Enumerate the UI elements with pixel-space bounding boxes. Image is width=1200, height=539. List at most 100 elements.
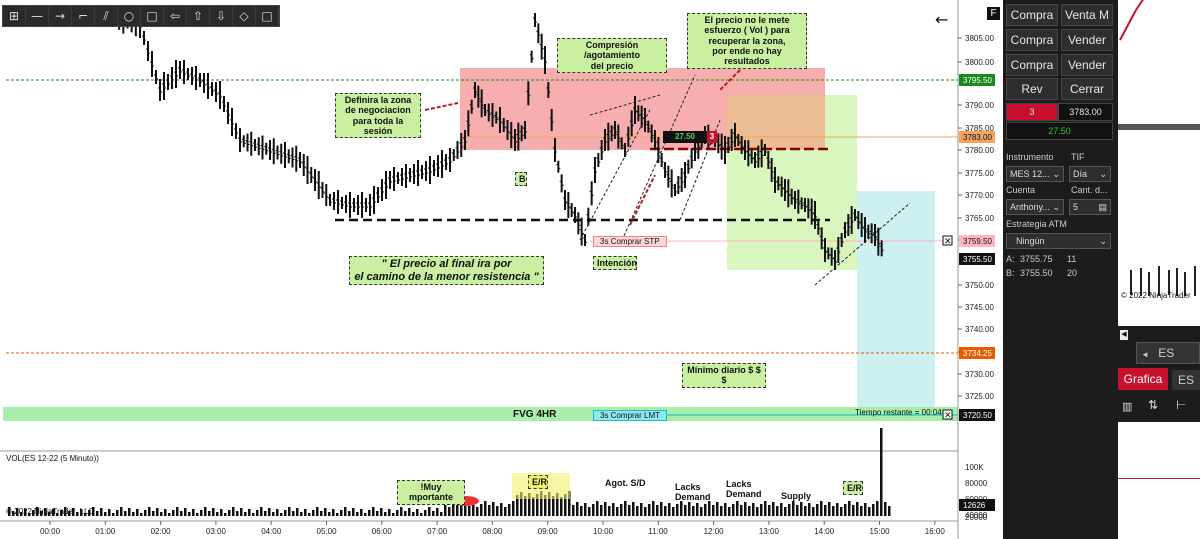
bid-label: B: (1006, 268, 1015, 278)
vol-note-lacks-2: Lacks Demand (726, 479, 762, 500)
limit-order-label[interactable]: 3s Comprar LMT (593, 410, 668, 421)
ask-label: A: (1006, 254, 1015, 264)
tab-grafica[interactable]: Grafica (1118, 368, 1168, 390)
vol-note-agot: Agot. S/D (605, 478, 646, 488)
buy-ask-button[interactable]: Compra (1006, 54, 1058, 76)
time-axis-label: 12:00 (704, 527, 725, 536)
cursor-grid-icon[interactable]: ⊞ (3, 6, 26, 26)
instrument-select[interactable]: MES 12... ⌄ (1006, 166, 1064, 182)
price-tag: 3720.50 (959, 409, 995, 421)
note-compresion[interactable]: Compresión /agotamiento del precio (557, 38, 667, 74)
bar-type-icon[interactable]: ▥ (1122, 401, 1133, 413)
volume-axis-label: 40000 (965, 511, 988, 520)
instrument-label: Instrumento (1006, 152, 1054, 162)
close-position-button[interactable]: Cerrar (1061, 78, 1113, 100)
tif-select[interactable]: Día ⌄ (1069, 166, 1111, 182)
time-axis-label: 03:00 (206, 527, 227, 536)
reverse-button[interactable]: Rev (1006, 78, 1058, 100)
collapse-arrow-icon[interactable]: ◀ (1120, 330, 1128, 340)
position-count-label[interactable]: 3 (707, 131, 717, 143)
price-bars (113, 9, 884, 270)
price-axis-label: 3780.00 (965, 146, 994, 155)
atm-select[interactable]: Ningún ⌄ (1006, 233, 1111, 249)
vol-note-supply: Supply (781, 491, 812, 501)
price-axis-label: 3725.00 (965, 392, 994, 401)
price-axis-label: 3740.00 (965, 325, 994, 334)
note-muy-importante[interactable]: !Muy mportante (397, 480, 465, 505)
price-axis-label: 3745.00 (965, 303, 994, 312)
position-qty-label[interactable]: 27.50 (663, 131, 707, 143)
volume-axis-label: 80000 (965, 479, 988, 488)
position-qty: 3 (1006, 103, 1058, 121)
buy-market-button[interactable]: Compra (1006, 4, 1058, 26)
target-zone[interactable] (857, 191, 935, 421)
stop-order-label[interactable]: 3s Comprar STP (593, 236, 667, 247)
parallel-lines-icon[interactable]: ⫽ (95, 6, 118, 26)
left-arrow-shape-icon[interactable]: ⇦ (164, 6, 187, 26)
arrow-line-icon[interactable]: → (49, 6, 72, 26)
price-axis-label: 3805.00 (965, 34, 994, 43)
time-axis-label: 15:00 (870, 527, 891, 536)
sort-icon[interactable]: ⇅ (1148, 398, 1159, 412)
position-price: 3783.00 (1058, 103, 1113, 121)
time-axis-label: 08:00 (482, 527, 503, 536)
price-chart[interactable]: 3805.00 3800.00 3790.00 3785.00 3780.00 3775.… (0, 0, 1000, 539)
down-arrow-shape-icon[interactable]: ⇩ (210, 6, 233, 26)
price-axis-label: 3730.00 (965, 370, 994, 379)
price-tag: 3795.50 (959, 74, 995, 86)
up-arrow-shape-icon[interactable]: ⇧ (187, 6, 210, 26)
price-tag: 3759.50 (959, 235, 995, 247)
ray-icon[interactable]: ⌐ (72, 6, 95, 26)
time-axis-label: 13:00 (759, 527, 780, 536)
line-tool-icon[interactable]: ⊢ (1176, 398, 1187, 412)
tif-label: TIF (1071, 152, 1085, 162)
ask-price: 3755.75 (1020, 254, 1053, 264)
chevron-down-icon: ⌄ (1052, 202, 1060, 212)
square-icon[interactable]: □ (256, 6, 279, 26)
price-tag: 3755.50 (959, 253, 995, 265)
back-arrow-icon[interactable]: ← (935, 10, 949, 29)
account-select[interactable]: Anthony... ⌄ (1006, 199, 1064, 215)
line-icon[interactable]: — (26, 6, 49, 26)
secondary-chart[interactable] (1118, 0, 1200, 330)
sell-market-button[interactable]: Venta M (1061, 4, 1113, 26)
time-axis-label: 04:00 (261, 527, 282, 536)
stepper-icon[interactable]: ▤ (1098, 202, 1107, 212)
chevron-down-icon: ⌄ (1052, 169, 1060, 179)
trend-arrow-2 (619, 74, 696, 246)
f-badge[interactable]: F (987, 7, 1000, 20)
note-menor-resistencia[interactable]: " El precio al final ira por el camino d… (349, 256, 544, 286)
buy-bid-button[interactable]: Compra (1006, 29, 1058, 51)
time-axis-label: 11:00 (648, 527, 668, 536)
note-er-1[interactable]: E/R (528, 475, 548, 490)
fvg-label: FVG 4HR (513, 409, 557, 420)
circle-icon[interactable]: ○ (118, 6, 141, 26)
rectangle-icon[interactable]: □ (141, 6, 164, 26)
note-b[interactable]: B (515, 172, 527, 187)
note-er-2[interactable]: E/R (843, 481, 863, 496)
cancel-limit-order-icon[interactable] (942, 409, 953, 420)
volume-axis-label: 20000 (965, 513, 988, 522)
volume-axis: 100K8000060000400002000012626 (959, 463, 995, 522)
cancel-stop-order-icon[interactable] (942, 235, 953, 246)
time-axis[interactable]: 00:00 01:00 02:00 03:00 04:00 05:00 06:00 07:00… (40, 521, 945, 536)
account-value: Anthony... (1010, 202, 1050, 212)
diamond-icon[interactable]: ◇ (233, 6, 256, 26)
note-precio-no-mete[interactable]: El precio no le mete esfuerzo ( Vol ) pa… (687, 13, 807, 69)
instrument-box[interactable]: ◄ ES (1136, 342, 1200, 364)
red-arrow-3 (719, 69, 741, 91)
svg-text:3783.00: 3783.00 (963, 133, 992, 142)
note-minimo-diario[interactable]: Mínimo diario $ $ $ (682, 363, 766, 388)
chevron-down-icon: ⌄ (1099, 236, 1107, 246)
price-axis-label: 3770.00 (965, 191, 994, 200)
time-axis-label: 14:00 (814, 527, 835, 536)
trend-arrow-4 (589, 94, 661, 116)
note-intencion[interactable]: Intención (593, 256, 637, 271)
qty-input[interactable]: 5 ▤ (1069, 199, 1111, 215)
fvg-band[interactable] (3, 407, 958, 421)
note-definira[interactable]: Definira la zona de negociacion para tod… (335, 93, 421, 139)
tab-es[interactable]: ES (1172, 370, 1200, 390)
sell-ask-button[interactable]: Vender (1061, 54, 1113, 76)
volume-axis-label: 100K (965, 463, 984, 472)
sell-bid-button[interactable]: Vender (1061, 29, 1113, 51)
